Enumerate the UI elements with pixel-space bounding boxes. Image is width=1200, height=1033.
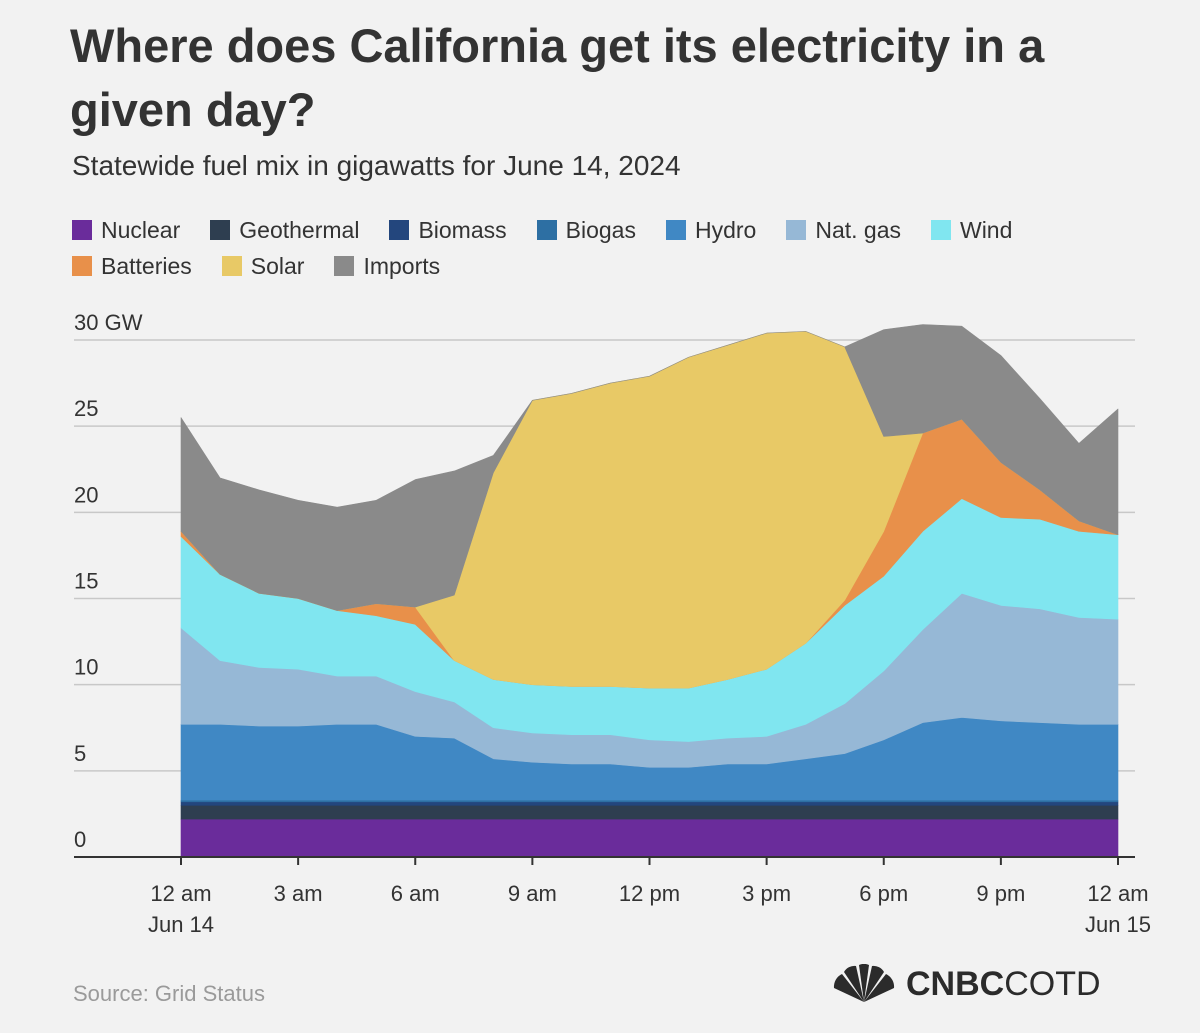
chart-legend: Nuclear Geothermal Biomass Biogas Hydro Nat. …	[72, 216, 1152, 279]
x-tick-label: 12 pm	[619, 881, 680, 906]
brand-wordmark: CNBCCOTD	[906, 965, 1101, 1004]
legend-swatch	[72, 256, 92, 276]
y-tick-label: 0	[74, 827, 86, 852]
x-tick-label: 6 am	[391, 881, 440, 906]
legend-item-solar: Solar	[221, 252, 305, 279]
legend-swatch	[72, 220, 92, 240]
legend-swatch	[786, 220, 807, 240]
cnbc-cotd-logo: CNBCCOTD	[830, 962, 1101, 1006]
legend-swatch	[389, 220, 410, 240]
legend-label: Nat. gas	[815, 216, 901, 243]
x-tick-label: 9 pm	[976, 881, 1025, 906]
x-tick-label: 3 am	[274, 881, 323, 906]
legend-item-biomass: Biomass	[389, 216, 507, 243]
y-tick-label: 25	[74, 396, 98, 421]
x-tick-label: 6 pm	[859, 881, 908, 906]
y-tick-label: 30 GW	[74, 310, 143, 335]
area-nuclear	[180, 818, 1119, 858]
legend-swatch	[930, 220, 951, 240]
x-tick-label: 9 am	[508, 881, 557, 906]
legend-item-imports: Imports	[334, 252, 441, 279]
chart-subtitle: Statewide fuel mix in gigawatts for June…	[72, 150, 681, 181]
legend-label: Hydro	[694, 216, 757, 243]
y-tick-label: 15	[74, 569, 98, 594]
axes: 0 5 10 15 20 25 30 GW 12 am Jun 14 3 am 6 am 9 am 12…	[74, 310, 1151, 937]
legend-label: Wind	[959, 216, 1013, 243]
legend-item-batteries: Batteries	[72, 252, 192, 279]
legend-item-wind: Wind	[930, 216, 1013, 243]
legend-label: Biogas	[565, 216, 636, 243]
area-biomass	[180, 801, 1119, 806]
x-tick-sublabel: Jun 15	[1085, 912, 1151, 937]
legend-swatch	[334, 256, 355, 276]
legend-swatch	[665, 220, 686, 240]
chart-title: Where does California get its electricit…	[70, 19, 1045, 136]
area-series	[180, 324, 1119, 858]
legend-swatch	[210, 220, 231, 240]
legend-label: Solar	[250, 252, 305, 279]
x-tick-label: 12 am	[150, 881, 211, 906]
legend-label: Geothermal	[239, 216, 360, 243]
legend-item-nat-gas: Nat. gas	[786, 216, 901, 243]
peacock-logo-icon	[833, 964, 895, 1002]
legend-swatch	[221, 256, 242, 276]
stacked-area-chart: 0 5 10 15 20 25 30 GW 12 am Jun 14 3 am 6 am 9 am 12…	[74, 310, 1151, 937]
legend-label: Imports	[363, 252, 441, 279]
x-tick-sublabel: Jun 14	[148, 912, 214, 937]
source-note: Source: Grid Status	[73, 981, 265, 1006]
y-tick-label: 20	[74, 482, 98, 507]
x-tick-label: 12 am	[1087, 881, 1148, 906]
brand-light: COTD	[1004, 964, 1101, 1003]
legend-item-biogas: Biogas	[536, 216, 636, 243]
legend-label: Nuclear	[101, 216, 181, 243]
legend-swatch	[536, 220, 557, 240]
y-tick-label: 5	[74, 741, 86, 766]
x-tick-label: 3 pm	[742, 881, 791, 906]
area-imports	[180, 324, 1119, 611]
legend-label: Biomass	[418, 216, 507, 243]
brand-strong: CNBC	[906, 964, 1005, 1003]
legend-item-nuclear: Nuclear	[72, 216, 181, 243]
area-geothermal	[180, 805, 1119, 820]
legend-label: Batteries	[101, 252, 192, 279]
legend-item-hydro: Hydro	[665, 216, 757, 243]
legend-item-geothermal: Geothermal	[210, 216, 360, 243]
y-tick-label: 10	[74, 655, 98, 680]
